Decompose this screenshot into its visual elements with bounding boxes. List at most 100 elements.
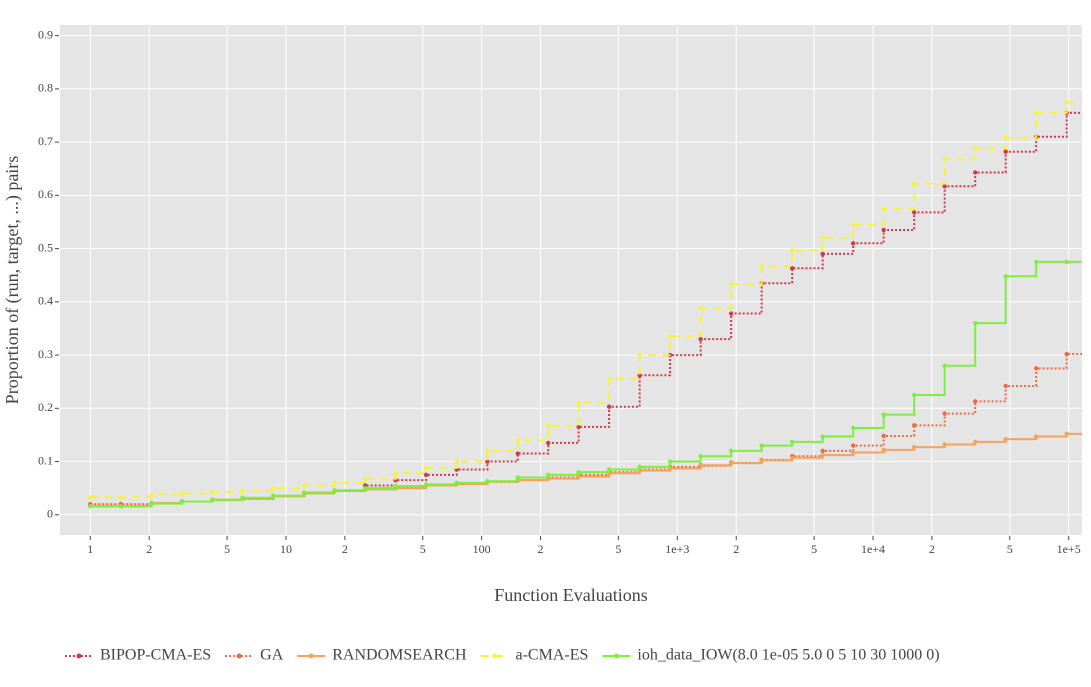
series-marker: [454, 480, 459, 486]
series-marker: [881, 206, 886, 211]
legend-label: BIPOP-CMA-ES: [100, 647, 211, 664]
y-tick-label: 0.2: [38, 400, 53, 414]
series-marker: [1033, 434, 1039, 439]
series-marker: [576, 400, 581, 406]
y-tick-label: 0.7: [38, 134, 53, 148]
series-marker: [485, 459, 490, 464]
series-marker: [789, 247, 795, 253]
legend-marker: [76, 653, 82, 659]
series-marker: [1003, 149, 1008, 154]
series-marker: [302, 490, 307, 495]
legend-label: RANDOMSEARCH: [332, 647, 467, 664]
series-marker: [881, 447, 886, 453]
series-marker: [423, 472, 429, 478]
series-marker: [637, 352, 642, 358]
series-marker: [332, 488, 337, 493]
series-marker: [911, 444, 917, 450]
series-marker: [911, 181, 917, 186]
x-tick-label: 2: [538, 542, 544, 556]
x-tick-label: 10: [280, 542, 292, 556]
series-marker: [820, 251, 825, 257]
x-tick-label: 2: [733, 542, 739, 556]
series-marker: [972, 170, 978, 175]
y-tick-label: 0.6: [38, 187, 53, 201]
series-marker: [423, 465, 429, 471]
series-marker: [1003, 135, 1008, 141]
x-tick-label: 1: [87, 542, 93, 556]
series-marker: [637, 373, 642, 378]
series-marker: [546, 440, 551, 446]
series-marker: [1064, 99, 1069, 105]
series-marker: [911, 392, 917, 398]
series-marker: [332, 480, 337, 486]
series-marker: [485, 479, 490, 484]
legend-marker: [492, 653, 497, 659]
x-tick-label: 5: [420, 542, 426, 556]
series-marker: [667, 334, 673, 339]
series-marker: [820, 452, 825, 458]
series-marker: [1064, 431, 1069, 437]
series-marker: [270, 493, 276, 498]
series-marker: [850, 450, 856, 455]
series-marker: [820, 448, 825, 454]
series-marker: [1003, 383, 1008, 389]
series-marker: [942, 156, 947, 162]
series-marker: [942, 363, 947, 368]
series-marker: [179, 491, 185, 496]
series-marker: [881, 412, 886, 417]
series-marker: [1064, 351, 1069, 357]
series-marker: [454, 459, 459, 464]
legend-label: ioh_data_IOW(8.0 1e-05 5.0 0 5 10 30 100…: [637, 647, 939, 664]
x-tick-label: 100: [473, 542, 491, 556]
series-marker: [637, 464, 642, 470]
series-marker: [88, 504, 93, 509]
x-tick-label: 2: [146, 542, 152, 556]
series-marker: [850, 241, 856, 246]
series-marker: [606, 404, 612, 409]
y-tick-label: 0.1: [38, 453, 53, 467]
series-marker: [728, 282, 734, 287]
series-marker: [270, 485, 276, 491]
series-marker: [759, 458, 764, 463]
series-marker: [698, 336, 703, 342]
series-marker: [1033, 110, 1039, 116]
series-marker: [362, 485, 368, 491]
series-marker: [149, 492, 154, 497]
series-marker: [942, 411, 947, 416]
series-marker: [911, 423, 917, 428]
legend-label: a-CMA-ES: [516, 647, 589, 664]
series-marker: [911, 210, 917, 215]
series-marker: [1033, 259, 1039, 265]
series-marker: [393, 483, 398, 489]
series-marker: [240, 495, 245, 500]
series-marker: [393, 471, 398, 476]
legend-marker: [613, 653, 619, 659]
x-tick-label: 5: [615, 542, 621, 556]
plot-background: [60, 25, 1082, 535]
series-marker: [789, 455, 795, 461]
series-marker: [240, 488, 245, 494]
series-marker: [820, 235, 825, 241]
series-marker: [210, 497, 215, 503]
x-tick-label: 1e+4: [861, 542, 885, 556]
series-marker: [179, 499, 185, 504]
series-marker: [881, 227, 886, 233]
series-marker: [942, 442, 947, 447]
legend-marker: [308, 653, 314, 659]
series-marker: [667, 459, 673, 464]
series-marker: [546, 472, 551, 478]
y-tick-label: 0.9: [38, 27, 53, 41]
series-marker: [728, 448, 734, 454]
series-marker: [515, 438, 520, 443]
series-marker: [759, 263, 764, 269]
series-marker: [972, 146, 978, 151]
x-tick-label: 2: [342, 542, 348, 556]
series-marker: [485, 448, 490, 454]
series-marker: [515, 475, 520, 480]
y-tick-label: 0: [47, 507, 53, 521]
series-marker: [789, 439, 795, 445]
series-marker: [302, 483, 307, 488]
y-tick-label: 0.3: [38, 347, 53, 361]
series-line: [90, 111, 1082, 507]
